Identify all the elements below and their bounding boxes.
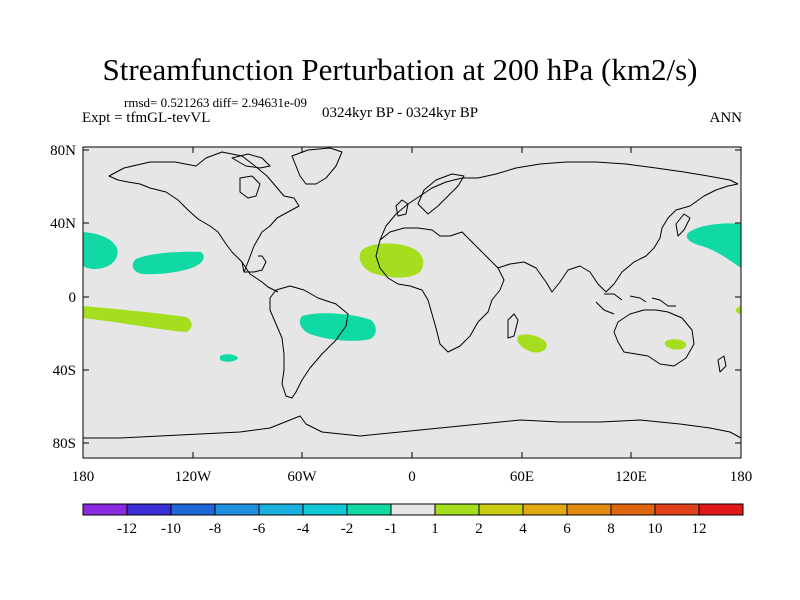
colorbar-label: 2 [475, 521, 483, 537]
colorbar-label: -10 [161, 521, 181, 537]
coastline-europe-north [379, 161, 739, 241]
colorbar-label: 6 [563, 521, 571, 537]
colorbar-box [126, 503, 172, 516]
y-tick-label-80s: 80S [53, 436, 76, 452]
anomaly-pos-west-pacific-edge [735, 306, 741, 314]
colorbar-label: -6 [253, 521, 266, 537]
colorbar-box [478, 503, 524, 516]
colorbar-box [610, 503, 656, 516]
ocean-background [83, 147, 741, 458]
anomaly-neg-central-pacific [132, 251, 204, 275]
y-tick-label-0: 0 [69, 290, 77, 306]
anomaly-pos-australia [664, 339, 687, 350]
anomaly-fills [83, 223, 741, 362]
colorbar-box [82, 503, 128, 516]
anomaly-pos-south-pacific [83, 306, 192, 332]
colorbar-box [214, 503, 260, 516]
x-tick-label-60e: 60E [510, 469, 534, 485]
x-tick-label-180e: 180 [730, 469, 753, 485]
coastline-greenland [291, 147, 343, 185]
colorbar-box [566, 503, 612, 516]
coastline-indonesia [595, 293, 676, 315]
coastline-scandinavia [417, 173, 465, 215]
coastline-madagascar [507, 313, 519, 339]
colorbar: -12 -10 -8 -6 -4 -2 -1 1 2 4 6 8 10 12 [82, 503, 744, 537]
colorbar-label: -4 [297, 521, 310, 537]
x-tick-label-120w: 120W [175, 469, 213, 485]
coastline-antarctica [83, 415, 742, 439]
anomaly-pos-south-indian [517, 334, 547, 353]
period-label: 0324kyr BP - 0324kyr BP [322, 105, 479, 121]
tick-marks [82, 147, 742, 458]
season-label: ANN [709, 110, 743, 126]
coastlines [83, 147, 742, 439]
colorbar-box [170, 503, 216, 516]
stats-text: rmsd= 0.521263 diff= 2.94631e-09 [124, 95, 308, 110]
map-panel: 80N 40N 0 40S 80S 180 120W 60W 0 60E 120… [50, 143, 752, 485]
anomaly-neg-south-atlantic [299, 313, 376, 341]
anomaly-pos-west-africa [359, 243, 424, 278]
x-tick-label-180w: 180 [72, 469, 95, 485]
colorbar-boxes [82, 503, 744, 516]
colorbar-box [390, 503, 436, 516]
coastline-gulf-mexico [244, 255, 267, 273]
colorbar-box [346, 503, 392, 516]
figure-title: Streamfunction Perturbation at 200 hPa (… [102, 52, 698, 87]
y-tick-label-80n: 80N [50, 143, 76, 159]
x-tick-label-60w: 60W [287, 469, 317, 485]
colorbar-box [654, 503, 700, 516]
coastline-asia-south [497, 183, 739, 293]
coastline-british-isles [395, 199, 409, 217]
y-tick-label-40s: 40S [53, 363, 76, 379]
coastline-europe-africa [375, 227, 505, 353]
x-tick-label-0: 0 [408, 469, 416, 485]
y-tick-labels: 80N 40N 0 40S 80S [50, 143, 76, 452]
colorbar-box [698, 503, 744, 516]
colorbar-label: 12 [692, 521, 707, 537]
coastline-south-america [269, 285, 349, 399]
y-tick-label-40n: 40N [50, 216, 76, 232]
anomaly-neg-northeast-pacific [83, 232, 118, 269]
colorbar-label: -12 [117, 521, 137, 537]
colorbar-label: -1 [385, 521, 398, 537]
anomaly-neg-northwest-pacific [686, 223, 741, 268]
colorbar-box [434, 503, 480, 516]
coastline-australia [613, 309, 695, 367]
colorbar-label: 10 [648, 521, 663, 537]
colorbar-label: 1 [431, 521, 439, 537]
coastline-north-america [108, 151, 300, 273]
colorbar-label: -8 [209, 521, 222, 537]
anomaly-neg-east-pacific-south [220, 354, 238, 362]
colorbar-label: -2 [341, 521, 354, 537]
colorbar-label: 4 [519, 521, 527, 537]
colorbar-label: 8 [607, 521, 615, 537]
experiment-label: Expt = tfmGL-tevVL [82, 110, 211, 126]
colorbar-box [302, 503, 348, 516]
colorbar-box [258, 503, 304, 516]
coastline-arctic-islands [231, 153, 271, 169]
x-tick-labels: 180 120W 60W 0 60E 120E 180 [72, 469, 753, 485]
coastline-japan [675, 213, 691, 237]
colorbar-labels: -12 -10 -8 -6 -4 -2 -1 1 2 4 6 8 10 12 [117, 521, 707, 537]
colorbar-box [522, 503, 568, 516]
coastline-hudson-bay [239, 175, 261, 199]
coastline-new-zealand [717, 355, 727, 373]
x-tick-label-120e: 120E [615, 469, 647, 485]
